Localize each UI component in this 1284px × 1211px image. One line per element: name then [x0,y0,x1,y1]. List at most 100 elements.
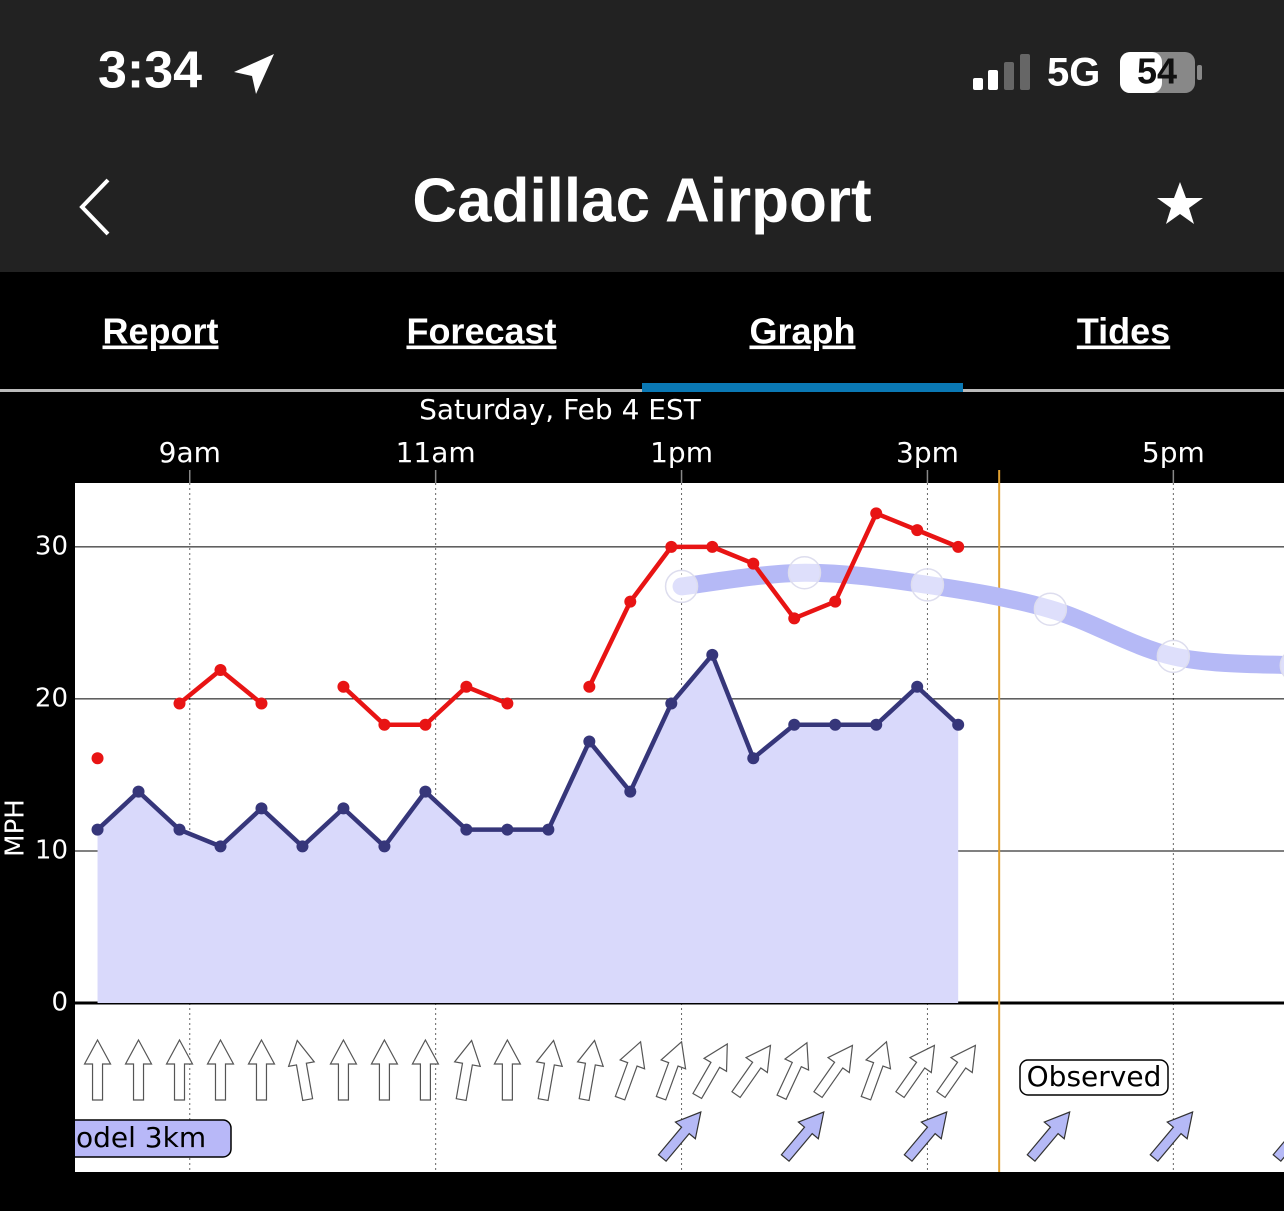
model-badge [75,1119,232,1158]
gust-point [747,557,760,570]
model-direction-arrow [903,1111,948,1163]
observed-badge [1019,1059,1169,1096]
observed-direction-arrow [936,1044,977,1099]
observed-direction-arrow [776,1041,810,1101]
observed-direction-arrow [287,1039,316,1102]
tab[interactable]: Tides [1077,311,1170,352]
observed-direction-arrow [535,1039,564,1102]
y-tick-label: 20 [35,683,68,713]
observed-direction-arrow [813,1044,854,1099]
gust-point [665,540,678,553]
battery-label: 54 [1137,51,1177,92]
y-tick-label: 10 [35,835,68,865]
model-label: odel 3km [76,1121,206,1154]
gust-point [460,680,473,693]
wind-point [296,840,309,853]
gust-point [706,540,719,553]
observed-direction-arrow [576,1039,605,1102]
observed-direction-arrow [83,1038,112,1101]
gust-point [911,524,924,537]
active-tab-indicator [642,383,963,392]
forecast-point [664,569,699,604]
tab[interactable]: Graph [749,311,855,352]
back-button[interactable] [79,178,110,236]
wind-point [214,840,227,853]
wind-point [132,785,145,798]
wind-point [501,823,514,836]
y-tick-label: 0 [51,988,68,1018]
model-direction-arrow [1149,1111,1194,1163]
observed-direction-arrow [411,1038,440,1101]
gust-point [173,697,186,710]
header-bg [0,0,1284,272]
wind-line [96,652,960,849]
x-tick-label: 9am [159,436,221,469]
model-direction-arrow [780,1111,825,1163]
y-axis-label: MPH [1,799,31,857]
gust-point [583,680,596,693]
battery-tip [1197,65,1202,80]
observed-direction-arrow [493,1038,522,1101]
wind-point [706,648,719,661]
forecast-point [1033,592,1068,626]
observed-direction-arrow [860,1040,892,1101]
y-tick-label: 30 [35,531,68,561]
observed-direction-arrow [731,1044,772,1099]
gust-point [337,680,350,693]
forecast-point [910,568,945,602]
gust-line [587,511,960,688]
wind-point [870,718,883,731]
wind-point [337,802,350,815]
signal-icon [973,54,1030,90]
gust-point [255,697,268,710]
wind-point [952,718,965,731]
network-label: 5G [1047,51,1100,95]
observed-direction-arrow [206,1038,235,1101]
gust-point [378,718,391,731]
gust-point [214,664,227,677]
wind-point [788,718,801,731]
gust-point [624,595,637,608]
favorite-button[interactable] [1157,182,1203,224]
forecast-point [787,555,822,590]
model-direction-arrow [1026,1111,1071,1163]
wind-point [747,752,760,765]
wind-point [583,735,596,748]
tab[interactable]: Forecast [406,311,556,352]
battery-level [1120,52,1162,93]
observed-direction-arrow [124,1038,153,1101]
forecast-point [1156,639,1191,674]
x-tick-label: 11am [396,436,476,469]
wind-point [624,785,637,798]
wind-point [173,823,186,836]
observed-direction-arrow [692,1042,728,1100]
clock: 3:34 [98,42,202,100]
observed-direction-arrow [370,1038,399,1101]
gust-point [952,540,965,553]
gust-point [788,612,801,625]
observed-direction-arrow [329,1038,358,1101]
tab[interactable]: Report [103,311,219,352]
wind-point [665,697,678,710]
x-tick-label: 3pm [896,436,959,469]
wind-point [829,718,842,731]
gust-point [91,752,104,765]
observed-direction-arrow [655,1040,687,1101]
wind-point [460,823,473,836]
chart-title: Saturday, Feb 4 EST [419,393,702,426]
forecast-point [1279,654,1284,677]
wind-point [91,823,104,836]
page-title: Cadillac Airport [412,166,871,235]
wind-point [542,823,555,836]
observed-direction-arrow [895,1044,936,1099]
x-tick-label: 5pm [1142,436,1205,469]
observed-direction-arrow [614,1040,646,1101]
wind-point [419,785,432,798]
wind-point [255,802,268,815]
wind-point [378,840,391,853]
observed-direction-arrow [165,1038,194,1101]
gust-point [829,595,842,608]
gust-point [501,697,514,710]
